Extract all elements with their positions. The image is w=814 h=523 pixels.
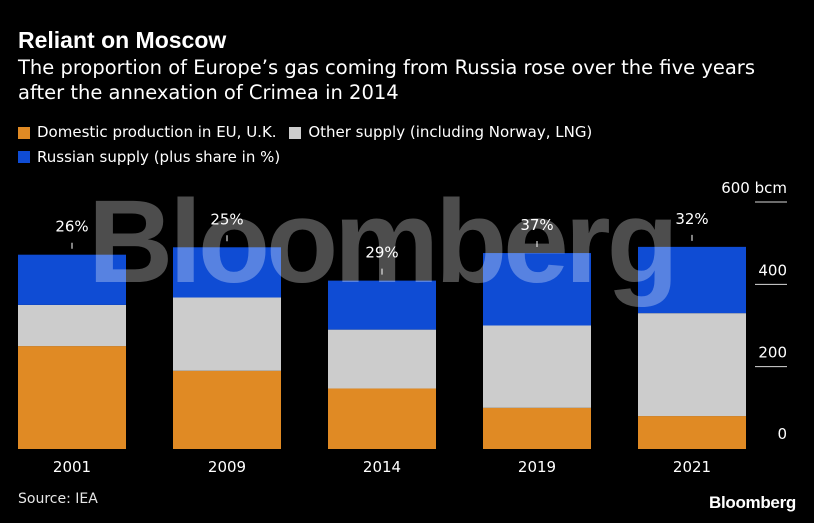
bar-segment-russian [483, 253, 591, 326]
y-tick-label: 600 bcm [721, 179, 787, 197]
bar-segment-russian [18, 254, 126, 305]
y-tick-label: 0 [777, 425, 787, 443]
x-tick-label: 2014 [363, 458, 401, 476]
legend-swatch-domestic [18, 126, 30, 139]
legend-item-other: Other supply (including Norway, LNG) [289, 121, 592, 144]
y-tick-label: 400 [758, 261, 787, 279]
share-label: 32% [675, 210, 708, 228]
bar-segment-other [18, 304, 126, 347]
share-label: 29% [365, 244, 398, 262]
legend-item-russian: Russian supply (plus share in %) [18, 146, 280, 169]
bar-segment-russian [173, 247, 281, 298]
share-label: 37% [520, 216, 553, 234]
x-tick-label: 2001 [53, 458, 91, 476]
bar-segment-domestic [483, 407, 591, 449]
share-label: 26% [55, 218, 88, 236]
bar-segment-russian [638, 246, 746, 314]
bloomberg-logo: Bloomberg [708, 493, 796, 512]
y-tick-label: 200 [758, 344, 787, 362]
legend-label-russian: Russian supply (plus share in %) [37, 147, 281, 166]
bar-segment-other [483, 325, 591, 408]
share-label: 25% [210, 210, 243, 228]
bar-segment-domestic [638, 416, 746, 449]
source-note: Source: IEA [18, 491, 98, 507]
bar-segment-russian [328, 280, 436, 330]
legend-label-domestic: Domestic production in EU, U.K. [37, 123, 277, 141]
legend-item-domestic: Domestic production in EU, U.K. [18, 121, 277, 144]
bar-segment-domestic [18, 346, 126, 449]
bar-segment-other [173, 297, 281, 371]
legend-label-other: Other supply (including Norway, LNG) [308, 123, 593, 141]
x-tick-label: 2019 [518, 458, 556, 476]
legend: Domestic production in EU, U.K. Other su… [18, 121, 778, 170]
chart-title: Reliant on Moscow [18, 27, 227, 53]
bar-segment-other [638, 313, 746, 417]
bar-segment-other [328, 329, 436, 389]
x-tick-label: 2021 [673, 458, 711, 476]
bar-segment-domestic [173, 370, 281, 449]
x-tick-label: 2009 [208, 458, 246, 476]
chart-subtitle: The proportion of Europe’s gas coming fr… [18, 56, 755, 104]
bar-segment-domestic [328, 388, 436, 449]
legend-swatch-other [289, 126, 302, 139]
legend-swatch-russian [18, 151, 30, 163]
